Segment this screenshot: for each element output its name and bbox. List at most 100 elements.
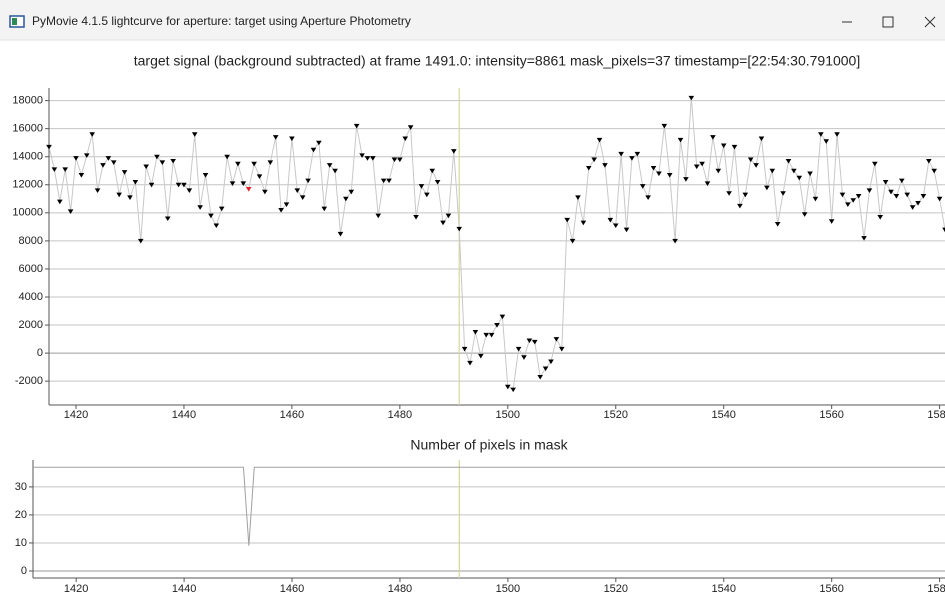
data-point: [693, 164, 700, 170]
data-point: [510, 387, 516, 393]
y-tick-label: 14000: [12, 151, 43, 163]
data-point: [418, 184, 425, 189]
data-point: [262, 189, 268, 195]
maximize-button[interactable]: [882, 16, 894, 28]
data-point: [812, 196, 819, 202]
data-point: [256, 174, 263, 179]
data-point: [548, 359, 554, 365]
data-point: [661, 123, 668, 129]
data-point: [504, 384, 511, 390]
y-tick-label: 16000: [12, 123, 43, 135]
data-point: [294, 188, 301, 193]
x-tick-label: 1460: [280, 583, 304, 595]
data-point: [893, 194, 900, 199]
data-point: [677, 137, 684, 143]
data-point: [137, 238, 144, 244]
data-point: [310, 147, 317, 153]
close-button[interactable]: [924, 16, 936, 28]
data-line: [33, 466, 945, 546]
y-tick-label: 18000: [12, 95, 43, 107]
data-point: [699, 161, 705, 167]
data-point: [634, 151, 641, 157]
data-point: [494, 323, 500, 328]
data-point: [553, 337, 560, 342]
data-point: [656, 171, 662, 177]
data-point: [666, 172, 673, 178]
data-point: [370, 156, 376, 161]
data-point: [364, 156, 371, 161]
data-point: [828, 219, 835, 224]
data-point: [580, 220, 587, 226]
data-point: [521, 355, 527, 360]
data-point: [429, 168, 436, 174]
data-point: [46, 144, 52, 150]
x-tick-label: 1480: [388, 409, 412, 421]
data-point: [413, 215, 419, 220]
data-point: [407, 125, 414, 130]
data-point: [780, 191, 786, 196]
y-tick-label: 0: [21, 565, 27, 577]
data-point: [100, 163, 106, 168]
y-tick-label: 10: [15, 537, 27, 549]
y-tick-label: 2000: [19, 319, 43, 331]
x-tick-label: 1420: [64, 583, 88, 595]
title-bar: [0, 0, 945, 40]
data-point: [629, 156, 635, 161]
data-point: [612, 223, 619, 229]
data-point: [316, 140, 322, 146]
data-point: [424, 192, 430, 198]
data-point: [380, 178, 387, 184]
data-point: [607, 217, 614, 223]
data-point: [618, 151, 624, 157]
data-point: [731, 144, 738, 150]
app-icon: [9, 15, 25, 28]
data-point: [834, 132, 840, 137]
y-tick-label: 4000: [19, 291, 43, 303]
data-point: [715, 168, 722, 174]
data-point: [472, 330, 479, 335]
data-point: [558, 346, 565, 352]
data-point: [170, 158, 176, 164]
data-point: [899, 178, 905, 184]
data-point: [326, 163, 333, 168]
x-tick-label: 1520: [604, 583, 628, 595]
x-tick-label: 1540: [712, 583, 736, 595]
data-point: [218, 206, 225, 212]
x-tick-label: 1580: [927, 409, 945, 421]
data-point: [181, 182, 187, 188]
data-point: [639, 184, 646, 189]
data-point: [861, 236, 867, 241]
data-point: [758, 136, 765, 142]
data-point: [785, 158, 792, 164]
y-tick-label: 8000: [19, 235, 43, 247]
x-tick-label: 1480: [388, 583, 412, 595]
data-point: [337, 231, 344, 237]
data-point: [688, 95, 695, 101]
data-point: [575, 195, 581, 201]
data-point: [127, 195, 133, 201]
chart-title: Number of pixels in mask: [410, 437, 568, 453]
data-point: [872, 161, 878, 167]
data-point: [904, 192, 911, 198]
data-point: [764, 185, 770, 191]
data-point: [116, 192, 122, 198]
data-point: [796, 175, 803, 181]
y-tick-label: 12000: [12, 179, 43, 191]
data-point: [467, 360, 473, 366]
window-title: PyMovie 4.1.5 lightcurve for aperture: t…: [32, 14, 411, 28]
y-tick-label: 20: [15, 509, 27, 521]
data-point: [866, 188, 873, 193]
data-point: [299, 195, 306, 201]
y-tick-label: 30: [15, 481, 27, 493]
data-point: [175, 182, 182, 188]
data-point: [920, 194, 927, 199]
data-point: [89, 132, 95, 137]
data-point: [791, 168, 797, 174]
x-tick-label: 1580: [927, 583, 945, 595]
data-point: [531, 339, 538, 345]
x-tick-label: 1520: [604, 409, 628, 421]
data-point: [845, 202, 851, 208]
data-point: [818, 132, 824, 137]
data-point: [645, 195, 651, 201]
data-point: [51, 167, 58, 172]
